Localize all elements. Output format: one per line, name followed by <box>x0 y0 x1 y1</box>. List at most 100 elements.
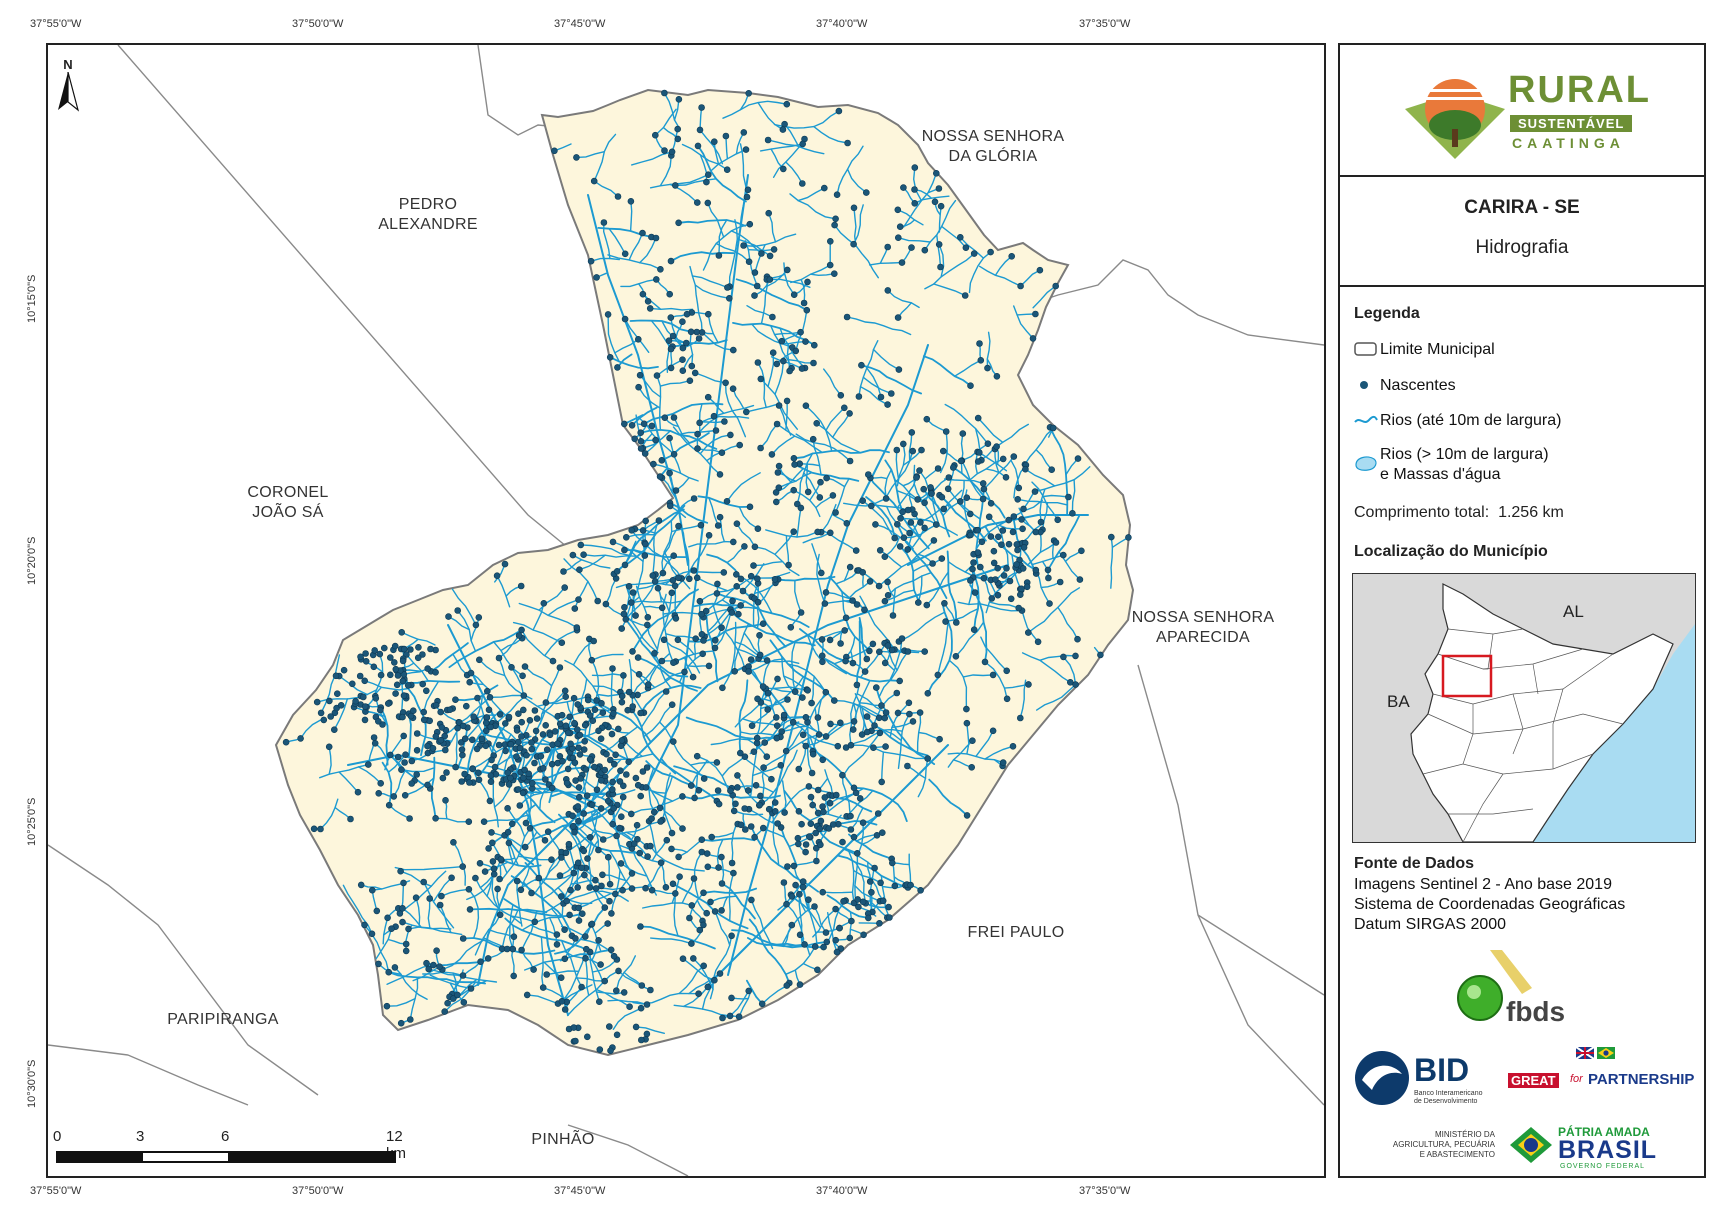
spring-point <box>671 582 679 590</box>
river-segment <box>595 988 631 1008</box>
spring-point <box>800 299 808 307</box>
river-segment <box>646 624 659 650</box>
river-segment <box>697 495 751 508</box>
river-segment <box>452 841 467 886</box>
river-segment <box>811 543 822 574</box>
spring-point <box>794 834 802 842</box>
spring-point <box>377 671 385 679</box>
spring-point <box>691 794 698 802</box>
spring-point <box>1024 629 1032 636</box>
legend-panel: RURAL SUSTENTÁVEL CAATINGA CARIRA - SE H… <box>1338 43 1706 1178</box>
location-inset-map: AL BA <box>1352 573 1696 843</box>
river-segment <box>743 632 761 656</box>
spring-point <box>994 591 1002 599</box>
spring-point <box>531 918 539 926</box>
spring-point <box>600 219 608 226</box>
river-segment <box>572 640 595 666</box>
spring-point <box>1052 539 1060 546</box>
spring-point <box>1006 577 1014 585</box>
map-frame[interactable]: NOSSA SENHORA DA GLÓRIA PEDRO ALEXANDRE CO… <box>46 43 1326 1178</box>
spring-point <box>770 246 778 253</box>
hydrography-map <box>48 45 1324 1176</box>
spring-point <box>601 766 609 774</box>
spring-point <box>452 763 459 771</box>
spring-point <box>674 636 682 644</box>
spring-point <box>482 742 490 750</box>
spring-point <box>798 180 806 187</box>
spring-point <box>432 701 440 709</box>
river-segment <box>752 582 759 627</box>
river-segment <box>519 788 552 807</box>
spring-point <box>518 718 526 726</box>
spring-point <box>542 721 550 729</box>
spring-point <box>420 716 428 724</box>
spring-point <box>831 221 838 229</box>
spring-point <box>711 644 719 652</box>
river-segment <box>625 533 655 538</box>
spring-point <box>540 599 548 607</box>
spring-point <box>687 782 695 789</box>
spring-point <box>1054 516 1062 524</box>
spring-point <box>710 412 718 420</box>
spring-point <box>847 826 855 833</box>
spring-point <box>514 786 522 793</box>
spring-point <box>931 198 939 206</box>
river-segment <box>727 344 929 976</box>
river-segment <box>884 459 904 513</box>
spring-point <box>485 706 493 714</box>
river-segment <box>403 667 429 675</box>
river-segment <box>762 660 771 688</box>
river-segment <box>624 318 650 353</box>
spring-point <box>888 859 896 867</box>
spring-point <box>1032 310 1039 318</box>
spring-point <box>855 903 862 911</box>
spring-point <box>846 410 853 417</box>
river-segment <box>862 376 892 395</box>
river-segment <box>799 628 847 662</box>
spring-point <box>488 756 495 764</box>
river-segment <box>630 591 635 622</box>
inset-label-ba: BA <box>1387 692 1410 711</box>
spring-point <box>927 484 934 491</box>
spring-point <box>516 744 524 752</box>
spring-point <box>791 461 798 468</box>
spring-point <box>817 478 824 486</box>
river-segment <box>783 924 793 948</box>
river-segment <box>848 580 871 599</box>
river-segment <box>968 251 992 294</box>
spring-point <box>370 734 378 741</box>
river-segment <box>947 752 1004 764</box>
spring-point <box>999 527 1007 534</box>
spring-point <box>846 934 854 942</box>
spring-point <box>783 100 791 108</box>
spring-point <box>424 742 431 750</box>
spring-point <box>881 553 889 561</box>
spring-point <box>427 645 434 653</box>
spring-point <box>607 1047 614 1055</box>
river-segment <box>847 849 855 904</box>
spring-point <box>782 747 790 755</box>
river-segment <box>897 237 931 243</box>
spring-point <box>921 524 928 532</box>
river-segment <box>559 711 589 723</box>
spring-point <box>481 868 489 875</box>
river-segment <box>382 917 389 945</box>
dot-icon <box>1360 381 1368 389</box>
total-length: Comprimento total: 1.256 km <box>1354 504 1564 521</box>
spring-point <box>361 921 368 929</box>
label-pinhao: PINHÃO <box>531 1131 595 1148</box>
springs-layer <box>282 89 1132 1055</box>
spring-point <box>777 761 785 769</box>
spring-point <box>1056 578 1064 586</box>
spring-point <box>866 578 874 585</box>
river-segment <box>360 884 383 890</box>
river-segment <box>1024 427 1055 466</box>
spring-point <box>501 720 509 727</box>
spring-point <box>979 480 987 487</box>
spring-point <box>909 718 917 725</box>
river-segment <box>441 696 491 737</box>
spring-point <box>1013 541 1021 548</box>
river-segment <box>785 535 790 566</box>
river-segment <box>947 488 981 520</box>
spring-point <box>866 647 873 655</box>
